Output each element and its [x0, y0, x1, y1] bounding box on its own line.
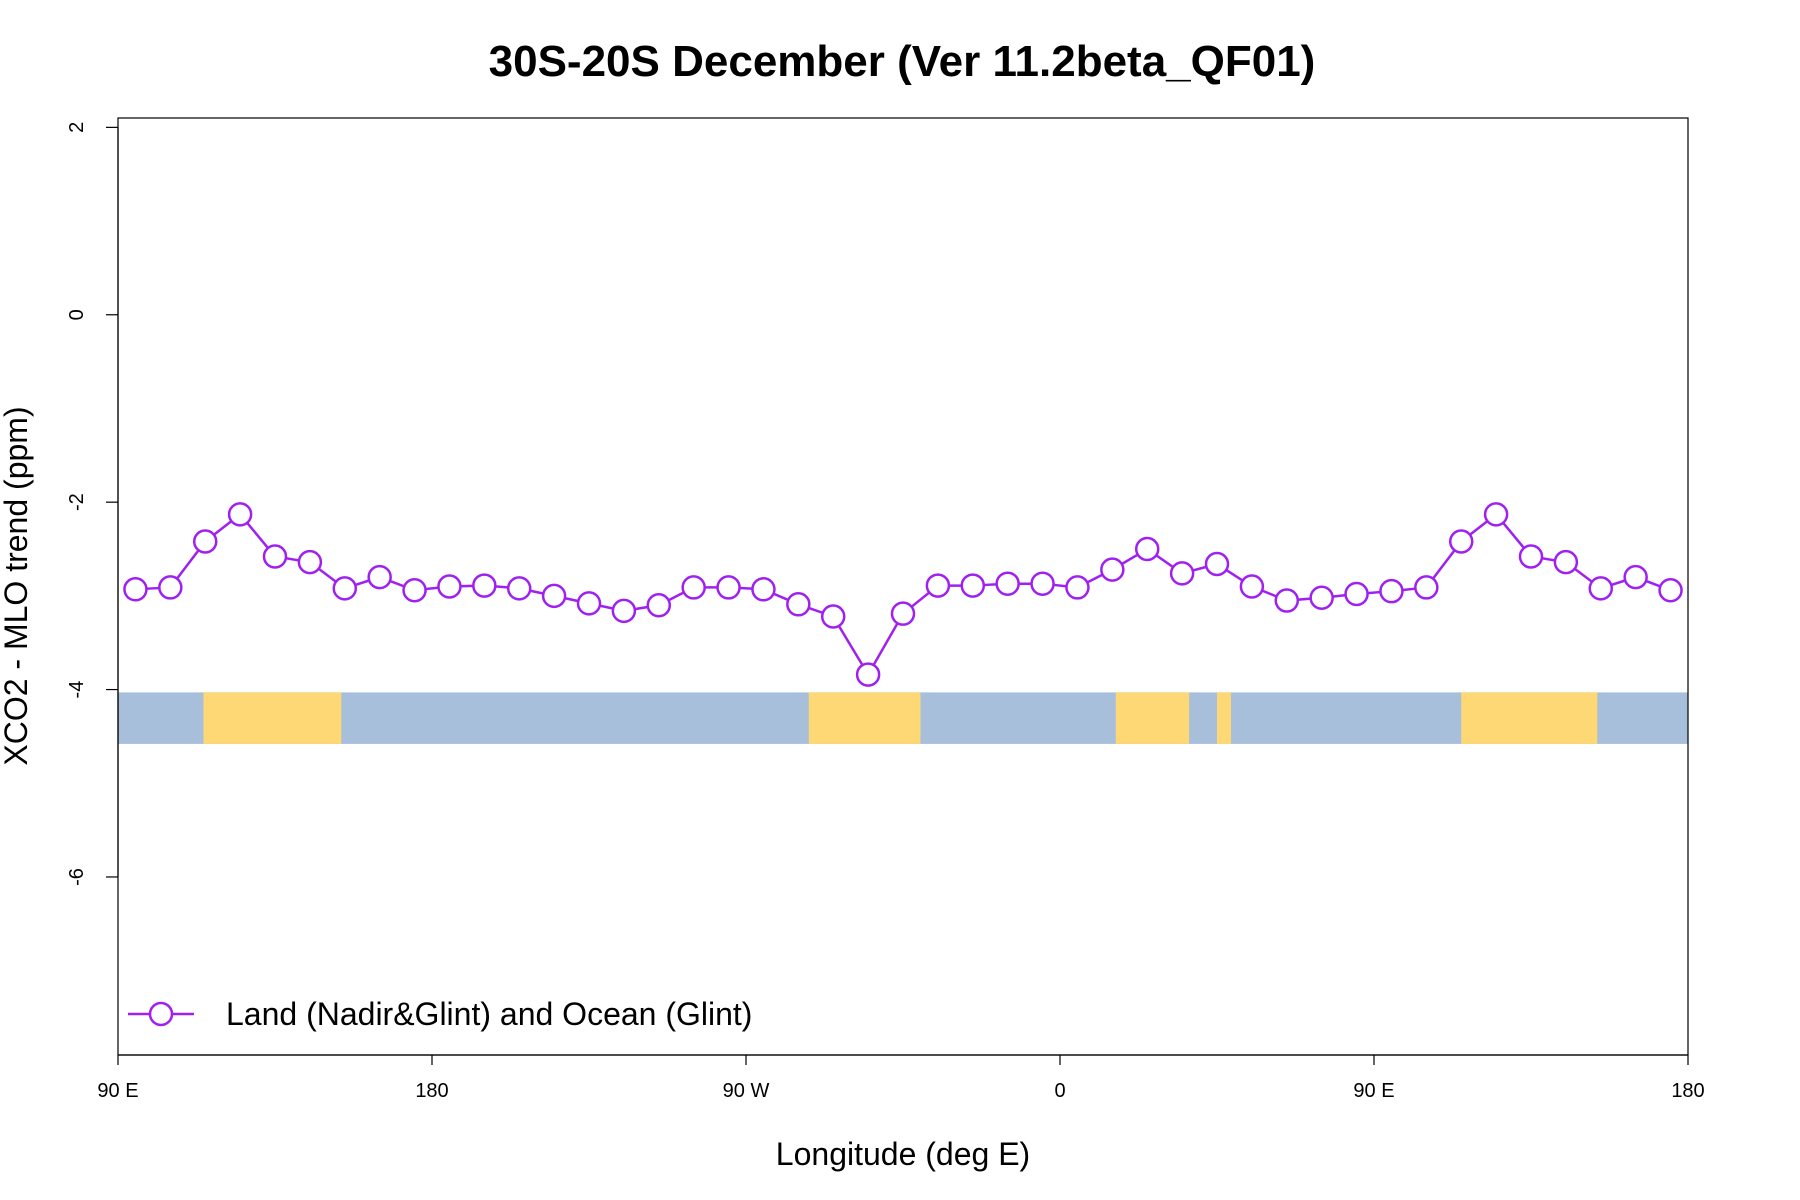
data-point — [751, 577, 776, 602]
y-tick-label: -6 — [66, 868, 88, 886]
x-tick-label: 180 — [1671, 1080, 1704, 1102]
land-region — [1461, 692, 1598, 744]
land-region — [808, 692, 921, 744]
data-point — [925, 573, 951, 598]
data-point — [437, 574, 462, 599]
data-point — [716, 575, 741, 600]
data-point — [1274, 588, 1300, 613]
data-point — [786, 592, 811, 617]
y-tick-label: 2 — [66, 122, 88, 133]
data-point — [123, 577, 148, 602]
y-tick-label: 0 — [66, 309, 88, 320]
data-point — [1030, 571, 1055, 596]
data-point — [1239, 574, 1265, 599]
data-point — [1134, 536, 1160, 562]
data-point — [506, 576, 532, 601]
x-axis: 90 E 180 90 W 0 90 E 180 — [97, 1054, 1705, 1102]
data-point — [1204, 551, 1230, 577]
data-point — [611, 598, 637, 624]
land-region — [1115, 692, 1190, 744]
data-point — [1379, 578, 1404, 604]
series-layer — [123, 502, 1683, 687]
data-point — [332, 576, 358, 601]
data-point — [646, 592, 672, 618]
data-point — [297, 549, 323, 575]
x-tick-label: 90 W — [723, 1080, 770, 1102]
data-point — [1414, 575, 1439, 600]
data-point — [1344, 581, 1369, 607]
data-point — [1588, 576, 1614, 601]
data-point — [855, 662, 881, 687]
legend: Land (Nadir&Glint) and Ocean (Glint) — [128, 996, 752, 1032]
data-point — [1518, 544, 1544, 569]
data-point — [158, 575, 183, 600]
y-tick-label: -2 — [66, 493, 88, 511]
series-line — [135, 512, 1671, 678]
data-point — [1483, 502, 1509, 527]
data-point — [367, 564, 392, 590]
land-ocean-map-strip — [118, 692, 1688, 744]
x-axis-label: Longitude (deg E) — [776, 1136, 1030, 1172]
legend-marker — [148, 1001, 174, 1027]
land-region — [203, 692, 342, 744]
x-tick-label: 90 E — [1353, 1080, 1394, 1102]
data-point — [1169, 561, 1195, 586]
data-point — [890, 601, 916, 626]
data-point — [960, 573, 986, 598]
data-point — [995, 571, 1020, 596]
data-point — [1448, 529, 1474, 554]
y-tick-label: -4 — [66, 681, 88, 699]
x-tick-label: 180 — [415, 1080, 448, 1102]
data-point — [1065, 575, 1090, 600]
y-axis: 2 0 -2 -4 -6 — [66, 122, 119, 886]
data-point — [820, 604, 846, 629]
data-point — [192, 529, 218, 554]
x-tick-label: 0 — [1054, 1080, 1065, 1102]
land-region — [1217, 692, 1231, 744]
data-point — [262, 544, 288, 569]
data-point — [1553, 549, 1579, 575]
data-point — [576, 591, 602, 616]
data-point — [1100, 557, 1125, 582]
data-point — [1658, 577, 1683, 603]
data-point — [1309, 585, 1334, 610]
data-point — [227, 502, 253, 527]
x-tick-label: 90 E — [97, 1080, 138, 1102]
data-point — [541, 583, 567, 609]
y-axis-label: XCO2 - MLO trend (ppm) — [0, 406, 34, 765]
data-point — [402, 577, 427, 603]
data-point — [1623, 564, 1648, 590]
legend-label: Land (Nadir&Glint) and Ocean (Glint) — [226, 996, 752, 1032]
data-point — [681, 575, 706, 600]
chart-title: 30S-20S December (Ver 11.2beta_QF01) — [489, 37, 1316, 86]
data-point — [472, 573, 497, 598]
